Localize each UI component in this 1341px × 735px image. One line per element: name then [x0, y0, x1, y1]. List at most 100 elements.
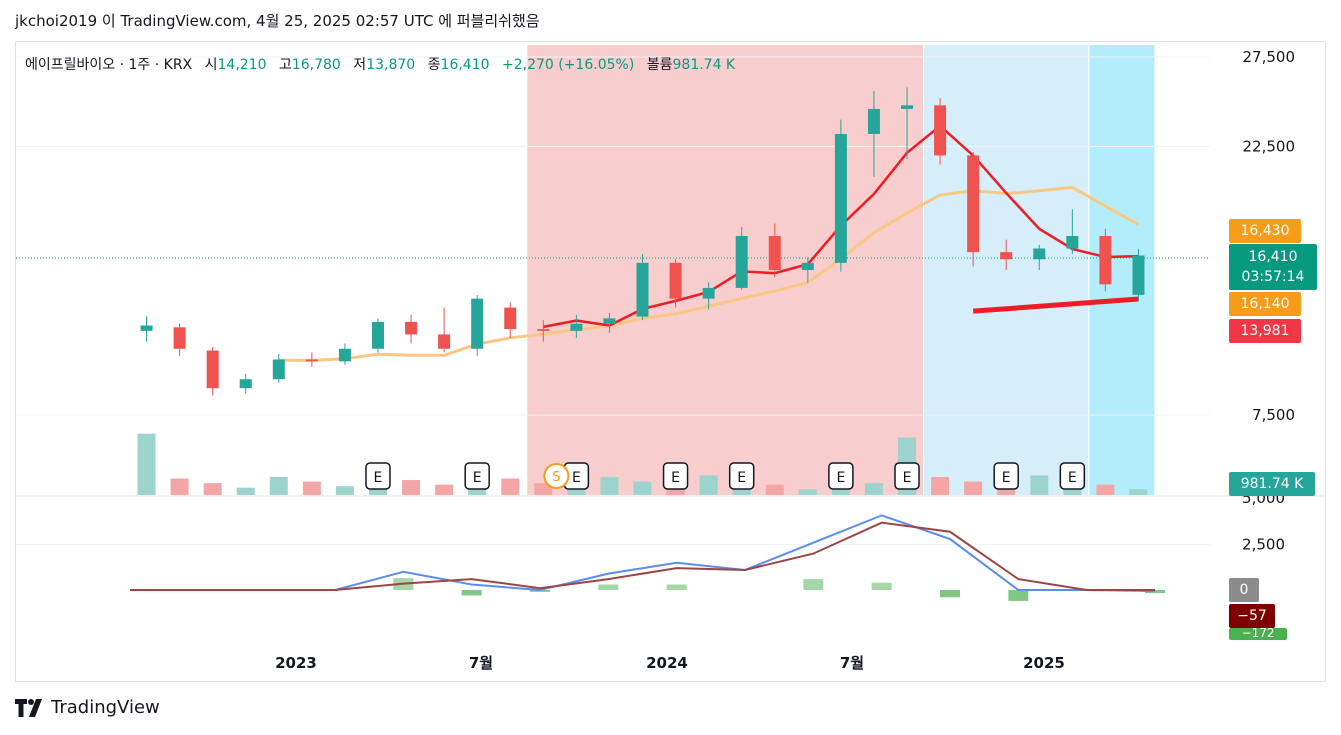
candle-body: [1066, 236, 1079, 249]
open-value: 14,210: [217, 57, 267, 73]
tradingview-logo-icon: [15, 698, 42, 717]
open-label: 시: [204, 57, 218, 73]
earnings-marker: [1059, 462, 1086, 490]
volume-bar: [931, 476, 950, 495]
candle-body: [768, 236, 781, 271]
publish-info: jkchoi2019 이 TradingView.com, 4월 25, 202…: [15, 12, 540, 30]
earnings-marker: [993, 462, 1019, 490]
candle-body: [438, 334, 451, 349]
volume-bar: [137, 433, 156, 495]
earnings-marker: [828, 462, 854, 490]
volume-bar: [402, 480, 421, 495]
volume-value: 981.74 K: [672, 57, 736, 73]
earnings-marker-label: E: [1068, 470, 1077, 486]
volume-bar: [501, 478, 520, 495]
earnings-marker-label: E: [374, 470, 383, 486]
tradingview-logo[interactable]: TradingView: [15, 697, 160, 718]
earnings-marker: [894, 462, 920, 490]
candle-body: [934, 105, 947, 156]
candle-body: [603, 318, 616, 324]
earnings-marker: [365, 462, 391, 490]
volume-bar: [964, 481, 983, 495]
volume-bar: [170, 478, 189, 495]
tradingview-brand: TradingView: [51, 697, 160, 718]
earnings-marker-label: E: [836, 470, 845, 486]
time-tick-label: 7월: [840, 654, 864, 672]
grid-lines: [16, 56, 1325, 497]
background-bands: [527, 45, 1155, 495]
macd-hist-tag: −172: [1229, 628, 1287, 640]
earnings-marker: [728, 462, 755, 490]
earnings-marker-label: E: [473, 470, 482, 486]
candle-body: [1033, 248, 1046, 260]
candle-body: [338, 348, 351, 362]
ma-lower-tag: 16,140: [1229, 292, 1301, 316]
candlesticks: [140, 87, 1145, 396]
candle-body: [1099, 236, 1112, 285]
volume-bar: [864, 483, 883, 495]
candle-body: [967, 155, 980, 253]
dividend-marker: [543, 463, 570, 489]
candle-body: [636, 262, 649, 317]
macd-histogram-bar: [598, 584, 619, 590]
volume-bar: [302, 481, 321, 495]
macd-histogram-bar: [871, 582, 892, 590]
candle-body: [669, 262, 682, 299]
candle-body: [570, 323, 583, 331]
candle-body: [735, 236, 748, 288]
volume-bar: [1096, 484, 1115, 495]
candle-body: [702, 287, 715, 299]
macd-histogram-bar: [666, 584, 687, 590]
time-tick-label: 2023: [275, 654, 317, 672]
volume-bar: [567, 487, 586, 495]
time-tick-label: 7월: [469, 654, 493, 672]
ma-long-red-line: [972, 296, 1139, 314]
volume-bar: [765, 484, 784, 495]
volume-bar: [798, 489, 817, 495]
event-markers: E E E E E E E E ES: [365, 462, 1086, 490]
last-price-tag: 16,410 03:57:14: [1229, 244, 1317, 290]
candle-body: [305, 359, 318, 362]
macd-histogram-bar: [461, 590, 482, 596]
volume-bar: [435, 484, 454, 495]
candle-body: [901, 105, 914, 109]
signal-line: [130, 521, 1155, 591]
low-value: 13,870: [366, 57, 416, 73]
high-label: 고: [278, 57, 292, 73]
close-value: 16,410: [440, 57, 490, 73]
price-tick-label: 27,500: [1243, 48, 1296, 66]
earnings-marker-label: E: [1002, 470, 1011, 486]
macd-histogram-bar: [1008, 590, 1029, 601]
volume-label: 볼륨: [646, 57, 673, 73]
candle-body: [801, 262, 814, 271]
macd-tick-label: 2,500: [1242, 536, 1285, 554]
volume-bar: [1030, 475, 1049, 495]
symbol-name: 에이프릴바이오 · 1주 · KRX: [25, 57, 193, 73]
volume-bar: [269, 476, 288, 495]
macd-value-tag: −57: [1229, 604, 1275, 628]
ma-upper-tag: 16,430: [1229, 219, 1301, 243]
high-value: 16,780: [291, 57, 341, 73]
candle-body: [471, 298, 484, 349]
last-price: 16,410: [1248, 249, 1298, 265]
volume-bar: [699, 475, 718, 495]
volume-bar: [468, 489, 487, 495]
band-cyan: [1089, 45, 1155, 495]
volume-bar: [997, 486, 1016, 495]
earnings-marker-label: E: [737, 470, 746, 486]
candle-body: [1132, 255, 1145, 295]
candle-body: [140, 325, 153, 331]
volume-bar: [600, 476, 619, 495]
macd-panel: [16, 514, 1210, 601]
dividend-marker-label: S: [552, 470, 560, 485]
earnings-marker: [662, 462, 689, 490]
price-tick-label: 7,500: [1252, 406, 1295, 424]
volume-bar: [335, 486, 354, 495]
earnings-marker-label: E: [903, 470, 912, 486]
candle-body: [867, 108, 880, 134]
red-ma-tag: 13,981: [1229, 319, 1301, 343]
candle-body: [272, 359, 285, 380]
macd-histogram-bar: [803, 579, 824, 590]
price-tick-label: 22,500: [1243, 138, 1296, 156]
